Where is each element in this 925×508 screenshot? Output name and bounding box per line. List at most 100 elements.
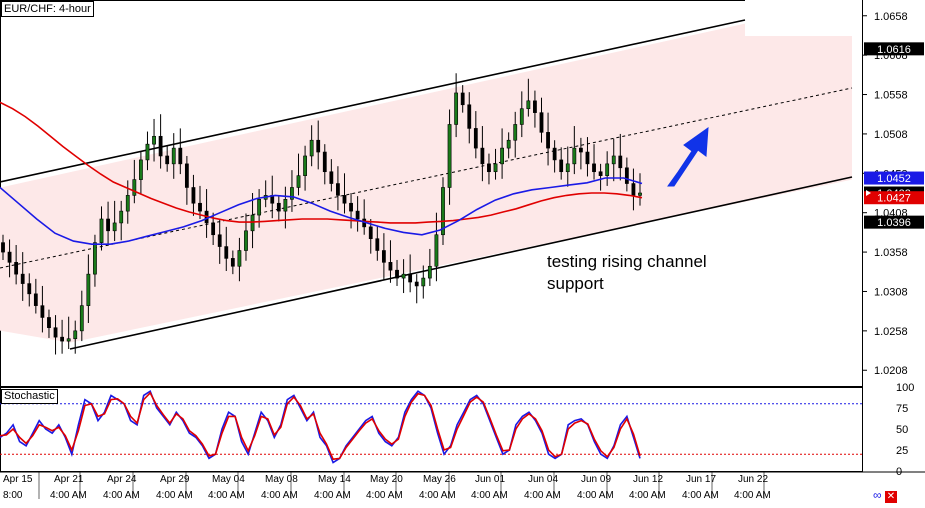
stochastic-tick-label: 100 (896, 382, 914, 394)
candle (145, 131, 150, 171)
candle (322, 144, 327, 185)
link-icon[interactable]: ∞ (873, 488, 882, 502)
candle (500, 128, 504, 179)
chart-toolbar: ∞ ✕ (873, 488, 897, 503)
x-tick-label: Apr 15 (3, 474, 33, 485)
x-tick-label: Jun 17 (686, 474, 716, 485)
candle (66, 316, 71, 349)
x-tick-label: May 26 (423, 474, 456, 485)
x-tick-label: Apr 24 (107, 474, 137, 485)
x-tick-sublabel: 4:00 AM (366, 490, 403, 501)
candle (152, 118, 156, 162)
candle (79, 290, 84, 342)
candle (73, 320, 78, 354)
candle (572, 126, 577, 175)
candle (14, 244, 19, 285)
x-tick-sublabel: 4:00 AM (471, 490, 508, 501)
x-tick-sublabel: 4:00 AM (103, 490, 140, 501)
x-tick-label: Apr 21 (54, 474, 84, 485)
candle (467, 92, 472, 144)
candle (165, 145, 170, 172)
ma-blue-line (0, 177, 643, 245)
candle (598, 163, 603, 191)
candle (552, 140, 557, 173)
x-tick-sublabel: 4:00 AM (734, 490, 771, 501)
annotation-line-2: support (547, 274, 604, 293)
candle (217, 219, 222, 264)
ma-red-line (0, 101, 643, 224)
candle (198, 185, 202, 219)
x-tick-label: Jun 12 (633, 474, 663, 485)
candle (454, 73, 459, 138)
chart-annotation: testing rising channel support (547, 251, 737, 295)
x-tick-label: May 14 (318, 474, 351, 485)
candle (473, 111, 478, 159)
stochastic-tick-label: 50 (896, 424, 908, 436)
candle (395, 259, 399, 286)
stochastic-d-line (0, 391, 641, 461)
x-tick-label: Jun 22 (738, 474, 768, 485)
candle (296, 153, 301, 196)
x-tick-sublabel: 4:00 AM (261, 490, 298, 501)
price-label-bg (864, 215, 924, 229)
current-price-marker (866, 190, 871, 196)
price-label-text: 1.0396 (877, 217, 911, 229)
candle (592, 144, 596, 180)
candle (112, 200, 117, 242)
candle (526, 78, 531, 117)
candle (487, 153, 491, 185)
candle (408, 254, 413, 293)
x-tick-sublabel: 4:00 AM (682, 490, 719, 501)
candle (303, 145, 307, 191)
x-tick-sublabel: 4:00 AM (577, 490, 614, 501)
x-tick-sublabel: 4:00 AM (208, 490, 245, 501)
stochastic-tick-label: 0 (896, 466, 902, 478)
candle (106, 201, 110, 246)
price-tick-label: 1.0558 (874, 90, 908, 102)
price-label-text: 1.0452 (877, 173, 911, 185)
candle (132, 159, 137, 204)
candle (611, 138, 616, 182)
candle (1, 234, 5, 260)
price-tick-label: 1.0508 (874, 129, 908, 141)
candle (427, 248, 432, 286)
x-tick-label: May 20 (370, 474, 403, 485)
candle (559, 147, 564, 180)
x-tick-sublabel: 4:00 AM (524, 490, 561, 501)
candle (191, 174, 196, 216)
up-arrow (667, 126, 709, 187)
candle (237, 237, 242, 282)
candle (290, 170, 294, 212)
candle (47, 309, 51, 338)
price-label-bg (864, 171, 924, 185)
candle (533, 90, 537, 128)
candle (460, 85, 465, 113)
close-icon[interactable]: ✕ (884, 491, 897, 503)
price-tick-label: 1.0658 (874, 11, 908, 23)
candle (60, 319, 65, 354)
x-tick-sublabel: 4:00 AM (314, 490, 351, 501)
stochastic-panel (0, 387, 863, 472)
candle (99, 206, 104, 251)
candle (316, 120, 321, 170)
x-tick-sublabel: 4:00 AM (419, 490, 456, 501)
x-tick-sublabel: 4:00 AM (50, 490, 87, 501)
price-tick-label: 1.0208 (874, 365, 908, 377)
candle (618, 133, 623, 181)
candle (27, 273, 32, 307)
x-tick-label: Jun 04 (528, 474, 558, 485)
candle (388, 240, 393, 283)
candle (86, 254, 91, 323)
x-tick-label: May 04 (212, 474, 245, 485)
candle (349, 193, 353, 229)
price-label-bg (864, 191, 924, 205)
candle (605, 151, 610, 186)
candle (283, 186, 288, 229)
candle (506, 132, 511, 159)
candle (546, 112, 550, 166)
candle (624, 157, 629, 192)
price-tick-label: 1.0308 (874, 286, 908, 298)
candle (355, 196, 360, 232)
